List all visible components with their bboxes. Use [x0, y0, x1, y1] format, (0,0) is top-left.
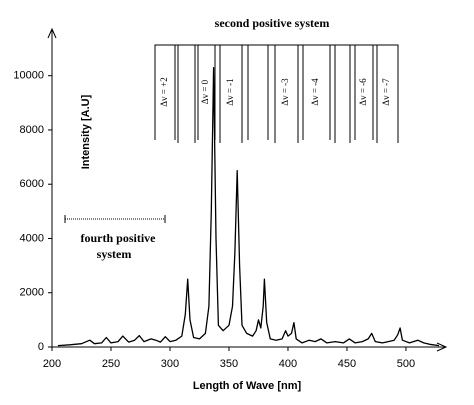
y-tick-label: 0 [38, 341, 44, 353]
band-box [197, 44, 216, 140]
y-tick-label: 8000 [20, 124, 44, 136]
band-box [274, 44, 299, 143]
band-box [376, 44, 399, 143]
band-label: Δv = -7 [381, 78, 391, 106]
y-tick-label: 6000 [20, 178, 44, 190]
x-tick-label: 300 [161, 358, 179, 370]
y-axis-arrow [47, 27, 57, 39]
x-tick-label: 500 [397, 358, 415, 370]
annotation: second positive system [215, 16, 330, 30]
band-label: Δv = -1 [225, 78, 235, 105]
x-tick-label: 350 [220, 358, 238, 370]
band-label: Δv = -4 [310, 78, 320, 106]
band-label: Δv = +2 [159, 77, 169, 106]
band-box [154, 44, 176, 140]
x-tick-label: 200 [43, 358, 61, 370]
band-box [302, 44, 331, 140]
band-box [177, 44, 196, 143]
x-tick-label: 400 [279, 358, 297, 370]
band-label: Δv = -3 [280, 78, 290, 106]
band-box [247, 44, 269, 140]
y-axis-title: Intensity [A.U] [80, 94, 92, 169]
x-axis-title: Length of Wave [nm] [193, 380, 302, 392]
band-label: Δv = -6 [358, 78, 368, 106]
band-box [354, 44, 374, 140]
x-tick-label: 450 [338, 358, 356, 370]
spectrum-line [57, 66, 440, 347]
x-axis-arrow [436, 342, 448, 352]
annotation: system [97, 247, 132, 261]
y-tick-label: 4000 [20, 232, 44, 244]
bracket [64, 44, 398, 223]
band-box [334, 44, 351, 143]
band-label: Δv = 0 [200, 79, 210, 104]
x-tick-label: 250 [102, 358, 120, 370]
y-tick-label: 10000 [13, 70, 44, 82]
annotation: fourth positive [81, 231, 157, 245]
band-box [219, 44, 243, 143]
y-tick-label: 2000 [20, 287, 44, 299]
